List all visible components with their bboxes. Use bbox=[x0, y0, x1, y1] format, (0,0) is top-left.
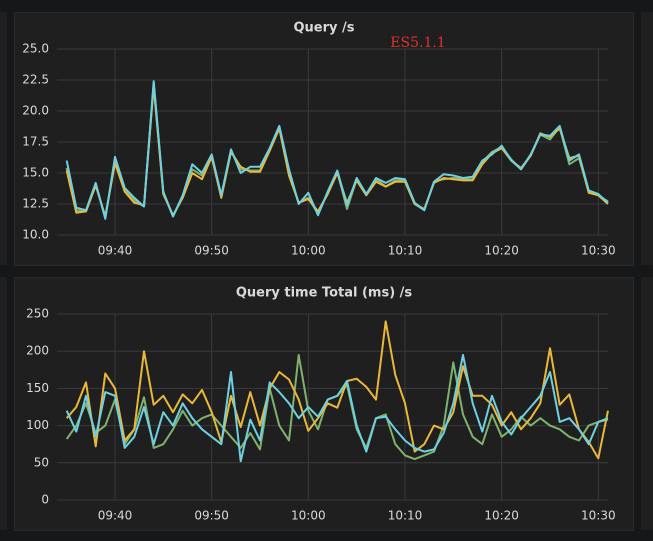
x-tick-label: 10:30 bbox=[581, 244, 616, 258]
y-tick-label: 10.0 bbox=[22, 228, 49, 242]
y-tick-label: 50 bbox=[34, 455, 49, 469]
y-tick-label: 12.5 bbox=[22, 197, 49, 211]
y-tick-label: 25.0 bbox=[22, 42, 49, 56]
panel bbox=[14, 12, 634, 266]
x-tick-label: 09:40 bbox=[98, 509, 133, 523]
x-tick-label: 10:10 bbox=[388, 244, 423, 258]
x-tick-label: 09:40 bbox=[98, 244, 133, 258]
annotation: ES5.1.1 bbox=[390, 35, 445, 51]
x-tick-label: 09:50 bbox=[194, 509, 229, 523]
y-tick-label: 22.5 bbox=[22, 73, 49, 87]
y-tick-label: 15.0 bbox=[22, 166, 49, 180]
x-tick-label: 09:50 bbox=[194, 244, 229, 258]
x-tick-label: 10:10 bbox=[388, 509, 423, 523]
x-tick-label: 10:00 bbox=[291, 244, 326, 258]
x-tick-label: 10:20 bbox=[484, 244, 519, 258]
panel-title: Query /s bbox=[293, 21, 354, 36]
side-panel bbox=[641, 277, 653, 530]
y-tick-label: 20.0 bbox=[22, 104, 49, 118]
side-panel bbox=[641, 12, 653, 265]
x-tick-label: 10:20 bbox=[484, 509, 519, 523]
y-tick-label: 150 bbox=[26, 381, 49, 395]
panel-title: Query time Total (ms) /s bbox=[236, 286, 413, 301]
y-tick-label: 200 bbox=[26, 344, 49, 358]
x-tick-label: 10:00 bbox=[291, 509, 326, 523]
y-tick-label: 250 bbox=[26, 307, 49, 321]
x-tick-label: 10:30 bbox=[581, 509, 616, 523]
side-panel bbox=[0, 12, 7, 265]
y-tick-label: 17.5 bbox=[22, 135, 49, 149]
y-tick-label: 100 bbox=[26, 418, 49, 432]
y-tick-label: 0 bbox=[41, 493, 49, 507]
series-line bbox=[65, 80, 609, 220]
series-line bbox=[65, 353, 609, 463]
side-panel bbox=[0, 277, 7, 530]
